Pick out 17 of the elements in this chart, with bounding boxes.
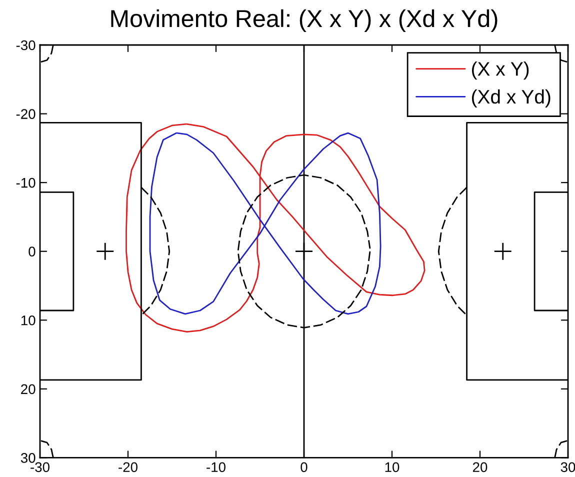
y-tick-label: 20 <box>21 384 36 394</box>
x-tick-label: 10 <box>385 462 400 472</box>
y-tick-label: -20 <box>16 109 36 119</box>
x-tick-label: 20 <box>472 462 488 472</box>
legend-label: (X x Y) <box>472 62 529 80</box>
y-tick-label: -10 <box>16 178 36 188</box>
y-tick-label: -30 <box>16 40 36 50</box>
x-tick-label: -20 <box>118 462 138 472</box>
y-tick-label: 30 <box>20 453 36 463</box>
chart-title: Movimento Real: (X x Y) x (Xd x Yd) <box>111 9 498 32</box>
x-tick-label: 0 <box>300 462 308 472</box>
x-tick-label: 30 <box>560 462 575 472</box>
x-tick-label: -30 <box>30 462 50 472</box>
legend-label: (Xd x Yd) <box>472 89 550 108</box>
y-tick-label: 0 <box>28 246 36 257</box>
y-tick-label: 10 <box>21 315 36 326</box>
x-tick-label: -10 <box>206 462 226 472</box>
